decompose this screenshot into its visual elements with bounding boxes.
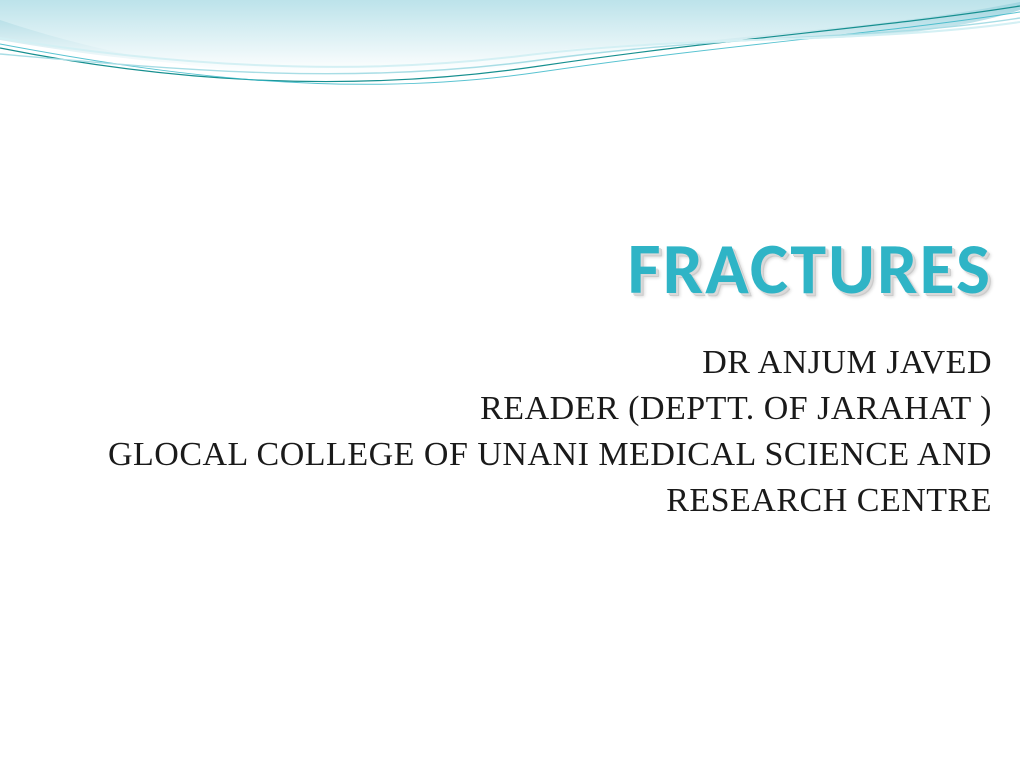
slide-title: FRACTURES: [628, 225, 992, 313]
position-line: READER (DEPTT. OF JARAHAT ): [22, 386, 992, 432]
slide-content: FRACTURES DR ANJUM JAVED READER (DEPTT. …: [0, 0, 1020, 765]
institution-line: GLOCAL COLLEGE OF UNANI MEDICAL SCIENCE …: [22, 432, 992, 524]
author-line: DR ANJUM JAVED: [22, 340, 992, 386]
subtitle-block: DR ANJUM JAVED READER (DEPTT. OF JARAHAT…: [22, 340, 992, 524]
